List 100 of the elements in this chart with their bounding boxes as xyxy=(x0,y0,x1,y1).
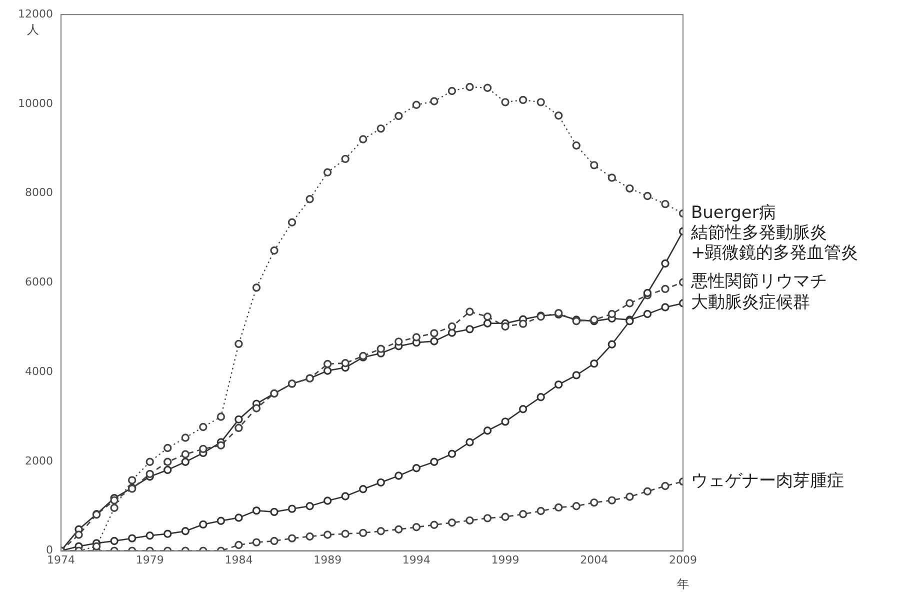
point xyxy=(608,174,616,182)
point xyxy=(448,86,456,96)
point xyxy=(181,434,190,442)
x-tick-label: 1994 xyxy=(402,553,430,566)
point xyxy=(234,424,243,432)
point xyxy=(74,530,83,539)
point xyxy=(501,418,510,426)
point xyxy=(164,458,172,466)
point xyxy=(518,405,528,414)
point xyxy=(412,464,421,472)
point xyxy=(252,506,261,515)
point xyxy=(626,184,634,193)
point xyxy=(359,135,368,144)
point xyxy=(323,168,332,176)
series-label: ウェゲナー肉芽腫症 xyxy=(691,470,844,491)
series-label: 結節性多発動脈炎 +顕微鏡的多発血管炎 xyxy=(690,222,858,263)
point xyxy=(626,299,634,308)
point xyxy=(234,415,243,424)
point xyxy=(270,536,278,546)
x-tick-label: 1984 xyxy=(224,553,253,566)
point xyxy=(483,426,492,435)
point xyxy=(643,310,652,318)
point xyxy=(234,340,243,348)
x-axis-title: 年 xyxy=(677,576,689,591)
point xyxy=(359,528,368,538)
point xyxy=(430,458,438,466)
x-tick-label: 2009 xyxy=(669,553,697,566)
point xyxy=(376,124,385,133)
point xyxy=(590,498,598,507)
point xyxy=(288,218,296,226)
point xyxy=(341,154,350,164)
x-tick-label: 1989 xyxy=(314,553,342,566)
point xyxy=(466,325,474,334)
point xyxy=(501,512,510,521)
point xyxy=(341,492,350,500)
point xyxy=(252,284,261,292)
point xyxy=(536,98,545,106)
y-tick-label: 12000 xyxy=(18,7,53,20)
point xyxy=(306,195,314,204)
point xyxy=(590,359,598,368)
point xyxy=(323,360,332,368)
point xyxy=(146,470,154,478)
point xyxy=(288,534,296,542)
point xyxy=(181,450,190,458)
point xyxy=(483,319,492,328)
point xyxy=(323,530,332,539)
point xyxy=(661,482,670,490)
point xyxy=(661,303,670,312)
point xyxy=(270,246,278,255)
point xyxy=(430,337,438,346)
point xyxy=(643,192,652,200)
point xyxy=(661,284,670,294)
point xyxy=(643,487,652,496)
point xyxy=(394,525,403,534)
point xyxy=(234,514,243,522)
point xyxy=(394,112,403,120)
point xyxy=(608,340,616,348)
point xyxy=(164,466,172,474)
point xyxy=(483,312,492,321)
point xyxy=(359,485,368,494)
y-axis-title: 人 xyxy=(26,22,39,37)
point xyxy=(181,458,190,466)
point xyxy=(199,520,208,529)
point xyxy=(252,404,261,412)
point xyxy=(412,333,421,342)
point xyxy=(234,540,243,550)
point xyxy=(572,141,580,150)
point xyxy=(412,100,421,109)
point xyxy=(448,518,456,527)
point xyxy=(323,496,332,505)
point xyxy=(216,412,226,421)
point xyxy=(536,506,545,516)
point xyxy=(394,338,403,346)
point xyxy=(341,359,350,368)
point xyxy=(306,502,314,510)
point xyxy=(466,82,474,92)
y-tick-label: 4000 xyxy=(24,364,53,378)
point xyxy=(661,259,670,268)
point xyxy=(376,478,385,487)
point xyxy=(572,502,580,510)
point xyxy=(216,441,226,450)
point xyxy=(554,503,563,512)
point xyxy=(518,320,528,328)
point xyxy=(466,438,474,446)
point xyxy=(199,444,208,454)
point xyxy=(536,392,545,402)
point xyxy=(376,344,385,353)
point xyxy=(448,450,456,458)
point xyxy=(92,542,101,550)
point xyxy=(554,111,563,120)
y-tick-label: 10000 xyxy=(18,96,53,110)
series-label: 悪性関節リウマチ xyxy=(690,272,827,292)
point xyxy=(306,532,314,541)
point xyxy=(199,422,208,432)
point xyxy=(252,538,261,546)
point xyxy=(518,510,528,518)
point xyxy=(110,504,118,512)
point xyxy=(483,514,492,522)
x-tick-label: 1999 xyxy=(491,553,520,566)
point xyxy=(466,516,474,525)
